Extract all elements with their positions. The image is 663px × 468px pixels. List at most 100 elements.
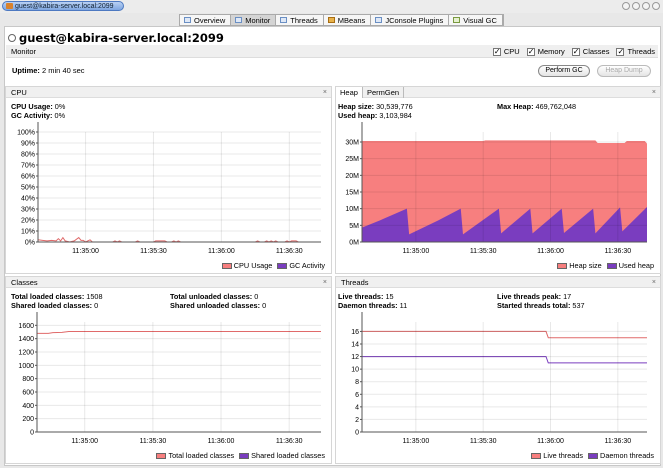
stat-shared-unloaded: Shared unloaded classes: 0: [170, 300, 267, 311]
uptime-value: 2 min 40 sec: [42, 66, 85, 75]
legend-item: Daemon threads: [588, 452, 654, 460]
x-tick-label: 11:36:00: [537, 438, 564, 445]
connection-title-text: guest@kabira-server.local:2099: [19, 31, 224, 45]
legend-label: Used heap: [618, 261, 654, 270]
tab-jconsole-plugins[interactable]: JConsole Plugins: [371, 15, 450, 25]
y-tick-label: 30%: [21, 207, 35, 214]
y-tick-label: 4: [355, 404, 359, 411]
menu-icon[interactable]: [642, 2, 650, 10]
series-area-heap-size: [362, 140, 647, 242]
tab-label: Threads: [290, 15, 318, 25]
legend-swatch: [156, 453, 167, 459]
close-icon[interactable]: ×: [322, 279, 327, 286]
panel-title: CPU: [11, 88, 27, 97]
stat-value: 1508: [86, 292, 103, 301]
checkbox-classes[interactable]: ✓ Classes: [571, 46, 609, 57]
chart-legend: Heap size Used heap: [557, 262, 654, 270]
x-tick-label: 11:35:30: [140, 248, 167, 255]
y-tick-label: 2: [355, 417, 359, 424]
y-tick-label: 14: [351, 342, 359, 349]
checkbox-label: Threads: [627, 47, 655, 56]
tab-visual-gc[interactable]: Visual GC: [449, 15, 503, 25]
y-tick-label: 10%: [21, 229, 35, 236]
legend-item: Total loaded classes: [156, 452, 234, 460]
threads-icon: [280, 17, 288, 23]
java-icon: [6, 3, 13, 9]
y-tick-label: 25M: [345, 156, 359, 163]
stat-value: 0%: [54, 102, 66, 111]
tab-mbeans[interactable]: MBeans: [324, 15, 372, 25]
x-tick-label: 11:36:00: [208, 248, 235, 255]
y-tick-label: 8: [355, 379, 359, 386]
back-icon[interactable]: [622, 2, 630, 10]
x-tick-label: 11:36:30: [604, 438, 631, 445]
close-icon[interactable]: ×: [651, 279, 656, 286]
stat-label: Shared loaded classes:: [11, 300, 93, 310]
legend-item: Used heap: [606, 261, 654, 270]
cpu-panel: CPU × CPU Usage: 0% GC Activity: 0% 0% 10%…: [5, 86, 332, 274]
chart-legend: Live threads Daemon threads: [531, 452, 654, 460]
close-icon[interactable]: ×: [651, 89, 656, 96]
perform-gc-button[interactable]: Perform GC: [538, 65, 590, 77]
tab-label: Overview: [194, 15, 226, 25]
stat-max-heap: Max Heap: 469,762,048: [497, 102, 577, 112]
tab-overview[interactable]: Overview: [180, 15, 232, 25]
stat-label: GC Activity:: [11, 110, 53, 120]
cpu-chart: 0% 10% 20% 30% 40% 50% 60% 70% 80% 90% 100% 11:35:0…: [17, 122, 321, 255]
legend-swatch: [588, 453, 599, 459]
tab-threads[interactable]: Threads: [276, 15, 324, 25]
stat-value: 3,103,984: [379, 110, 412, 120]
legend-label: Shared loaded classes: [251, 451, 325, 460]
forward-icon[interactable]: [632, 2, 640, 10]
checkbox-threads[interactable]: ✓ Threads: [616, 46, 655, 57]
checkbox-memory[interactable]: ✓ Memory: [526, 46, 565, 57]
x-tick-label: 11:35:00: [71, 438, 98, 445]
stat-value: 469,762,048: [535, 102, 577, 111]
classes-chart: 0 200 400 600 800 1000 1200 1400 1600 11:35:00 11:…: [18, 312, 321, 445]
y-tick-label: 200: [22, 416, 34, 423]
checkbox-label: CPU: [503, 47, 520, 56]
panel-header: Heap PermGen ×: [336, 87, 660, 98]
heap-dump-button[interactable]: Heap Dump: [597, 65, 651, 77]
stat-label: Daemon threads:: [338, 300, 398, 310]
x-tick-label: 11:35:00: [402, 248, 429, 255]
tab-permgen[interactable]: PermGen: [363, 87, 405, 98]
title-bar: [0, 0, 663, 13]
tab-monitor[interactable]: Monitor: [231, 15, 277, 25]
legend-item: CPU Usage: [221, 262, 272, 270]
connection-tab[interactable]: guest@kabira-server.local:2099: [2, 1, 124, 11]
heap-stats-right: Max Heap: 469,762,048: [497, 102, 577, 112]
legend-label: Daemon threads: [600, 451, 654, 460]
stat-value: 0: [262, 300, 267, 310]
y-tick-label: 30M: [345, 140, 359, 147]
legend-swatch: [557, 263, 568, 269]
heap-chart: 0M 5M 10M 15M 20M 25M 30M 11:35:00 11:35:30 11:36…: [345, 122, 647, 255]
tab-heap[interactable]: Heap: [336, 87, 363, 98]
checkmark-icon: ✓: [616, 46, 625, 56]
y-tick-label: 20M: [345, 173, 359, 180]
stat-label: Total unloaded classes:: [170, 292, 253, 301]
tab-label: MBeans: [337, 15, 366, 25]
close-icon[interactable]: ×: [322, 89, 327, 96]
monitor-label: Monitor: [11, 47, 37, 56]
stat-label: Live threads:: [338, 292, 384, 301]
y-tick-label: 100%: [17, 130, 35, 137]
series-line-live-threads: [362, 330, 647, 339]
y-tick-label: 80%: [21, 152, 35, 159]
stat-label: Live threads peak:: [497, 292, 562, 301]
stat-value: 15: [385, 292, 394, 301]
stat-total-unloaded: Total unloaded classes: 0: [170, 292, 266, 302]
checkbox-cpu[interactable]: ✓ CPU: [492, 46, 520, 57]
checkmark-icon: ✓: [526, 46, 535, 56]
stat-label: Shared unloaded classes:: [170, 300, 261, 310]
monitor-icon: [235, 17, 243, 23]
y-tick-label: 0: [30, 430, 34, 437]
stat-gc-activity: GC Activity: 0%: [11, 110, 65, 121]
chart-toggles: ✓ CPU ✓ Memory ✓ Classes ✓ Threads: [492, 46, 655, 57]
stat-label: Max Heap:: [497, 102, 534, 111]
status-spinner-icon: [8, 34, 16, 42]
close-icon[interactable]: [652, 2, 660, 10]
visual-gc-icon: [453, 17, 461, 23]
y-tick-label: 400: [22, 403, 34, 410]
legend-swatch: [531, 453, 542, 459]
